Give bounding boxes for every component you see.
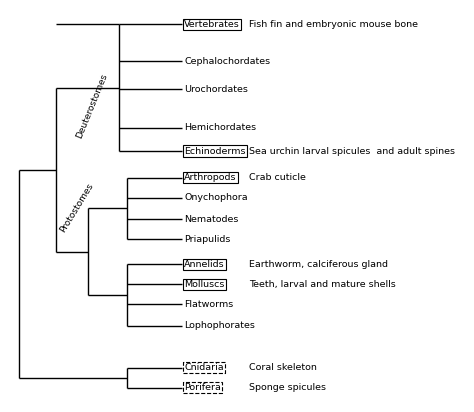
Text: Annelids: Annelids [184, 260, 225, 269]
Text: Onychophora: Onychophora [184, 193, 248, 202]
Text: Molluscs: Molluscs [184, 280, 225, 289]
Text: Porifera: Porifera [184, 383, 221, 392]
Text: Deuterostomes: Deuterostomes [74, 72, 109, 140]
Text: Crab cuticle: Crab cuticle [249, 173, 306, 182]
Text: Lophophorates: Lophophorates [184, 321, 255, 330]
Text: Teeth, larval and mature shells: Teeth, larval and mature shells [249, 280, 396, 289]
Text: Protostomes: Protostomes [58, 182, 95, 234]
Text: Arthropods: Arthropods [184, 173, 237, 182]
Text: Nematodes: Nematodes [184, 215, 238, 224]
Text: Sponge spicules: Sponge spicules [249, 383, 326, 392]
Text: Coral skeleton: Coral skeleton [249, 363, 317, 372]
Text: Sea urchin larval spicules  and adult spines: Sea urchin larval spicules and adult spi… [249, 147, 456, 156]
Text: Earthworm, calciferous gland: Earthworm, calciferous gland [249, 260, 388, 269]
Text: Flatworms: Flatworms [184, 300, 233, 309]
Text: Priapulids: Priapulids [184, 235, 230, 244]
Text: Urochordates: Urochordates [184, 85, 248, 94]
Text: Echinoderms: Echinoderms [184, 147, 246, 156]
Text: Hemichordates: Hemichordates [184, 123, 256, 132]
Text: Fish fin and embryonic mouse bone: Fish fin and embryonic mouse bone [249, 20, 419, 29]
Text: Cephalochordates: Cephalochordates [184, 56, 270, 66]
Text: Cnidaria: Cnidaria [184, 363, 224, 372]
Text: Vertebrates: Vertebrates [184, 20, 240, 29]
